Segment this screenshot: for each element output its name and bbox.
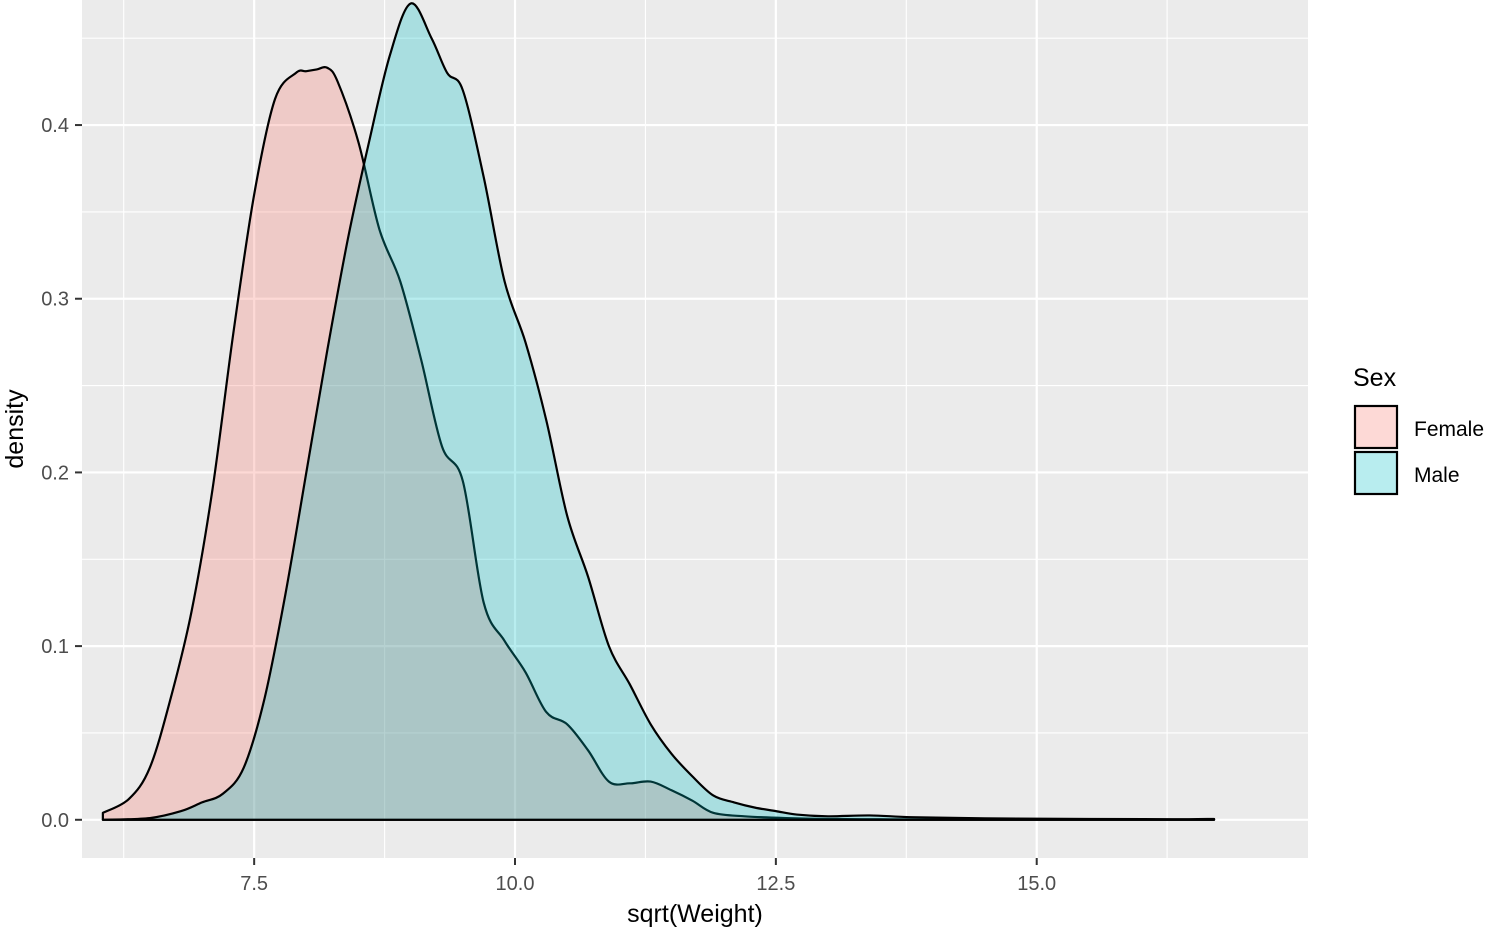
- y-tick-label: 0.1: [41, 636, 69, 658]
- density-area-male: [102, 3, 1215, 820]
- legend-swatch-female: [1353, 404, 1399, 450]
- y-tick-label: 0.2: [41, 462, 69, 484]
- legend-title: Sex: [1353, 364, 1397, 392]
- minor-gridlines: [82, 0, 1308, 858]
- y-tick-label: 0.3: [41, 289, 69, 311]
- x-tick-label: 15.0: [1017, 873, 1056, 895]
- legend-key-bg-female: [1355, 406, 1397, 448]
- y-axis-title: density: [1, 389, 29, 469]
- axis-tick-labels: 7.5 10.0 12.5 15.0 0.0 0.1 0.2 0.3 0.4: [41, 115, 1056, 895]
- legend-label-male: Male: [1414, 464, 1460, 487]
- legend-key-bg-male: [1355, 452, 1397, 494]
- legend-items: Female Male: [1353, 404, 1484, 496]
- legend-swatch-male: [1353, 450, 1399, 496]
- legend-label-female: Female: [1414, 418, 1484, 441]
- x-tick-label: 7.5: [240, 873, 268, 895]
- plot-panel: [82, 0, 1308, 858]
- density-areas: [101, 2, 1216, 821]
- y-tick-label: 0.0: [41, 810, 69, 832]
- density-area-female: [102, 67, 1215, 820]
- axis-ticks: [75, 124, 1038, 865]
- legend: Sex Female Male: [1353, 364, 1484, 496]
- x-tick-label: 10.0: [496, 873, 535, 895]
- density-outline-female: [101, 65, 1216, 821]
- x-axis-title: sqrt(Weight): [627, 900, 763, 928]
- x-tick-label: 12.5: [756, 873, 795, 895]
- density-outline-male: [101, 2, 1216, 821]
- y-tick-label: 0.4: [41, 115, 69, 137]
